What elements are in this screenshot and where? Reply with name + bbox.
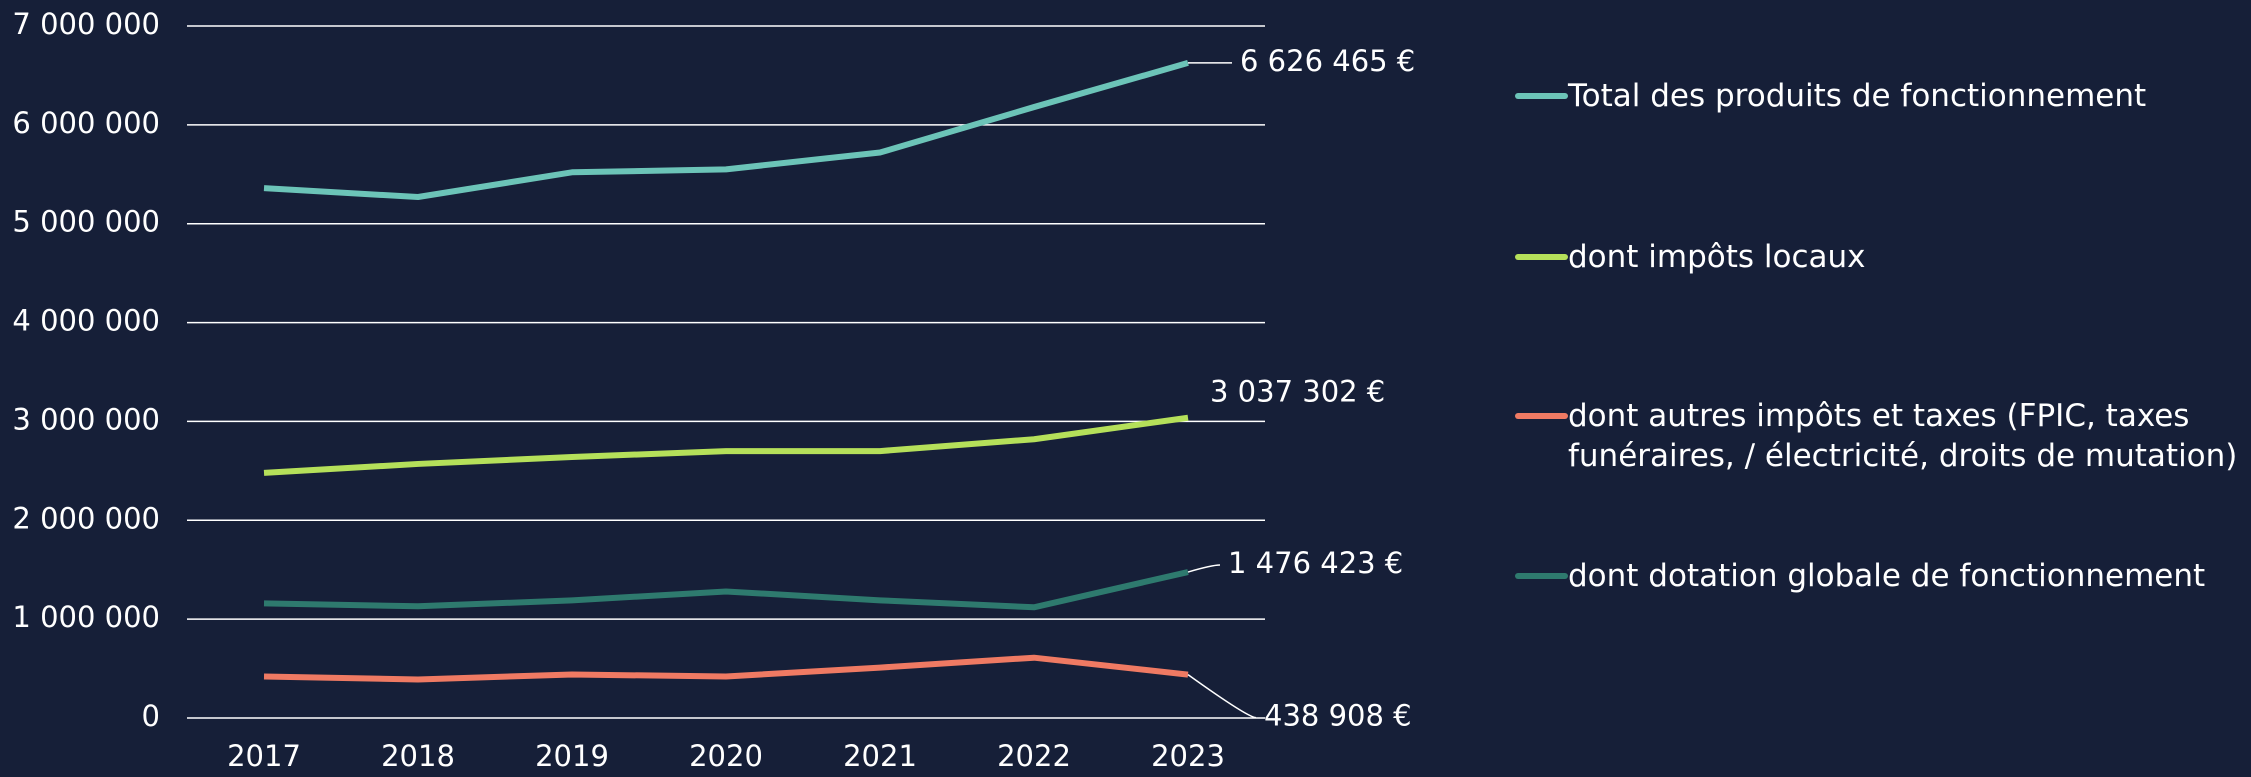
x-tick-label: 2021 (843, 739, 917, 773)
y-tick-label: 7 000 000 (12, 7, 160, 41)
line (263, 60, 1189, 201)
y-tick-label: 3 000 000 (12, 402, 160, 436)
line (263, 414, 1189, 476)
x-tick-label: 2020 (689, 739, 763, 773)
y-tick-label: 4 000 000 (12, 304, 160, 338)
y-tick-label: 0 (142, 699, 160, 733)
y-tick-label: 1 000 000 (12, 600, 160, 634)
x-tick-label: 2018 (381, 739, 455, 773)
line (263, 569, 1189, 611)
data-label: 1 476 423 € (1228, 546, 1403, 580)
legend-item: dont dotation globale de fonctionnement (1515, 556, 2245, 596)
x-tick-label: 2019 (535, 739, 609, 773)
legend-item: dont impôts locaux (1515, 237, 2245, 277)
legend-label: dont impôts locaux (1568, 239, 1866, 275)
legend-label: dont autres impôts et taxes (FPIC, taxes… (1568, 398, 2238, 474)
legend-item: dont autres impôts et taxes (FPIC, taxes… (1515, 396, 2245, 476)
x-tick-label: 2022 (997, 739, 1071, 773)
legend-swatch (1515, 573, 1568, 579)
legend-swatch (1515, 254, 1568, 260)
data-label: 3 037 302 € (1210, 375, 1385, 409)
legend-swatch (1515, 93, 1568, 99)
data-label: 6 626 465 € (1240, 44, 1415, 78)
legend-label: Total des produits de fonctionnement (1568, 78, 2147, 114)
y-tick-label: 5 000 000 (12, 205, 160, 239)
data-label: 438 908 € (1264, 699, 1412, 733)
x-tick-label: 2023 (1151, 739, 1225, 773)
y-tick-label: 2 000 000 (12, 501, 160, 535)
leader-line (1187, 674, 1257, 719)
leader-line (1187, 564, 1221, 573)
legend-label: dont dotation globale de fonctionnement (1568, 558, 2206, 594)
legend-item: Total des produits de fonctionnement (1515, 76, 2245, 116)
y-tick-label: 6 000 000 (12, 106, 160, 140)
x-tick-label: 2017 (227, 739, 301, 773)
legend-swatch (1515, 413, 1568, 419)
line (263, 654, 1189, 683)
